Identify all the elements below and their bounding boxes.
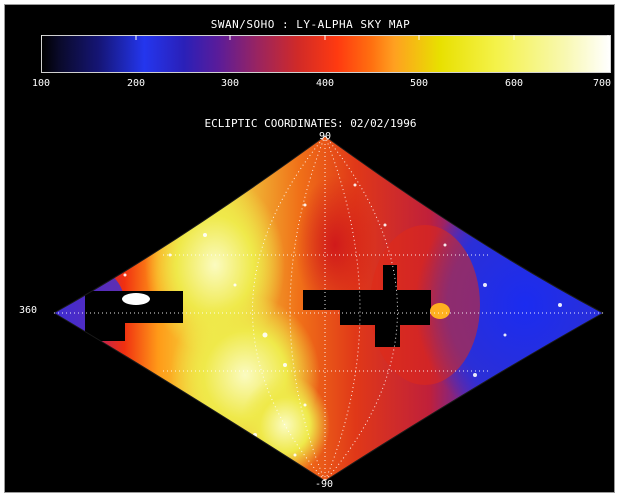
figure-title: SWAN/SOHO : LY-ALPHA SKY MAP <box>210 18 411 31</box>
colorbar-ticks <box>41 35 609 40</box>
latitude-label-top: 90 <box>319 131 332 142</box>
graticule <box>54 135 603 482</box>
longitude-label-left: 360 <box>19 305 38 316</box>
colorbar-tick-400: 400 <box>315 78 335 89</box>
latitude-label-bottom: -90 <box>315 479 334 490</box>
colorbar <box>41 35 611 73</box>
sky-map-projection <box>53 135 605 482</box>
colorbar-tick-300: 300 <box>220 78 240 89</box>
figure-subtitle: ECLIPTIC COORDINATES: 02/02/1996 <box>204 117 417 130</box>
colorbar-tick-600: 600 <box>504 78 524 89</box>
colorbar-tick-100: 100 <box>31 78 51 89</box>
colorbar-tick-500: 500 <box>409 78 429 89</box>
sky-map-figure: SWAN/SOHO : LY-ALPHA SKY MAP 100 200 300… <box>4 4 615 493</box>
emission-field <box>54 136 603 481</box>
colorbar-tick-700: 700 <box>592 78 612 89</box>
colorbar-tick-200: 200 <box>126 78 146 89</box>
